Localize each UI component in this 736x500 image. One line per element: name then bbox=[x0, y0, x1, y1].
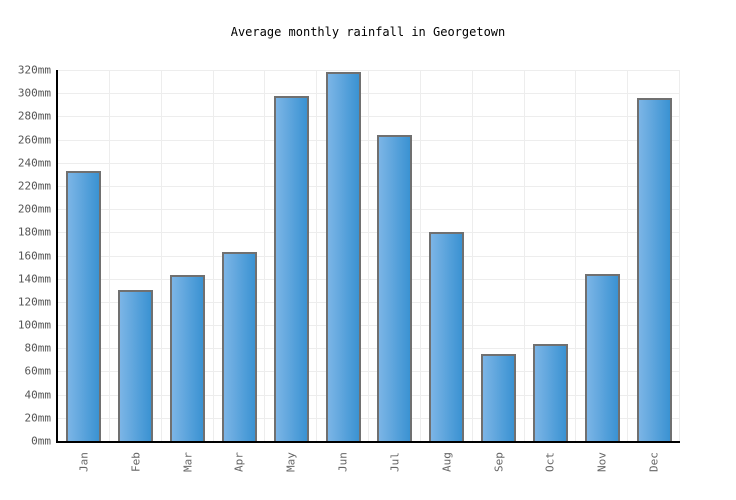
bar-nov[interactable] bbox=[584, 274, 620, 441]
gridline-horizontal bbox=[58, 325, 680, 327]
y-axis-tick-label: 20mm bbox=[24, 411, 52, 425]
gridline-horizontal bbox=[58, 255, 680, 257]
gridline-vertical bbox=[471, 70, 473, 441]
y-axis-tick-label: 300mm bbox=[17, 86, 51, 100]
y-axis-tick-label: 160mm bbox=[17, 249, 51, 262]
bar-oct[interactable] bbox=[532, 344, 568, 441]
x-axis-tick-label-dec: Dec bbox=[647, 452, 661, 472]
gridline-horizontal bbox=[58, 371, 680, 373]
gridline-horizontal bbox=[58, 301, 680, 303]
bar-dec[interactable] bbox=[636, 98, 672, 441]
gridline-horizontal bbox=[58, 232, 680, 234]
y-axis-tick-label: 220mm bbox=[17, 179, 51, 193]
x-axis-tick-label-jul: Jul bbox=[388, 452, 402, 472]
gridline-vertical bbox=[160, 70, 162, 441]
gridline-vertical bbox=[108, 70, 110, 441]
gridline-horizontal bbox=[58, 116, 680, 118]
y-axis-tick-label: 120mm bbox=[17, 295, 51, 309]
gridline-vertical bbox=[679, 70, 680, 441]
bar-sep[interactable] bbox=[481, 354, 517, 441]
gridline-horizontal bbox=[58, 278, 680, 280]
x-axis-tick-label-nov: Nov bbox=[595, 452, 609, 472]
bar-jul[interactable] bbox=[377, 135, 413, 441]
bar-apr[interactable] bbox=[221, 252, 257, 441]
gridline-vertical bbox=[316, 70, 318, 441]
gridline-horizontal bbox=[58, 185, 680, 187]
gridline-horizontal bbox=[58, 348, 680, 350]
gridline-vertical bbox=[212, 70, 214, 441]
y-axis-tick-label: 0mm bbox=[31, 434, 51, 448]
y-axis-tick-label: 320mm bbox=[17, 63, 51, 77]
x-axis-tick-label-apr: Apr bbox=[232, 452, 246, 472]
y-axis-tick-label: 40mm bbox=[24, 388, 52, 402]
y-axis-tick-label: 240mm bbox=[17, 156, 51, 170]
gridline-vertical bbox=[575, 70, 577, 441]
bar-feb[interactable] bbox=[118, 290, 154, 441]
bar-aug[interactable] bbox=[429, 232, 465, 441]
x-axis-tick-label-aug: Aug bbox=[440, 452, 454, 472]
y-axis-tick-label: 80mm bbox=[24, 341, 52, 355]
gridline-horizontal bbox=[58, 394, 680, 396]
gridline-vertical bbox=[627, 70, 629, 441]
bar-jan[interactable] bbox=[66, 171, 102, 441]
plot-area bbox=[56, 70, 680, 443]
gridline-horizontal bbox=[58, 417, 680, 419]
chart-title: Average monthly rainfall in Georgetown bbox=[230, 25, 506, 39]
y-axis-tick-label: 100mm bbox=[17, 318, 51, 332]
y-axis-tick-label: 200mm bbox=[17, 202, 51, 216]
gridline-horizontal bbox=[58, 93, 680, 95]
x-axis-tick-label-oct: Oct bbox=[543, 452, 557, 472]
x-axis-tick-label-feb: Feb bbox=[129, 452, 143, 472]
y-axis-tick-label: 280mm bbox=[17, 109, 51, 123]
gridline-vertical bbox=[368, 70, 369, 441]
bar-jun[interactable] bbox=[325, 72, 361, 441]
y-axis-tick-label: 180mm bbox=[17, 225, 51, 239]
y-axis-tick-label: 140mm bbox=[17, 272, 51, 286]
gridline-vertical bbox=[264, 70, 266, 441]
gridline-horizontal bbox=[58, 70, 680, 71]
bar-may[interactable] bbox=[273, 96, 309, 441]
gridline-vertical bbox=[523, 70, 525, 441]
y-axis-tick-label: 260mm bbox=[17, 133, 51, 147]
gridline-horizontal bbox=[58, 162, 680, 164]
y-axis-tick-label: 60mm bbox=[24, 364, 52, 378]
gridline-horizontal bbox=[58, 139, 680, 141]
bar-mar[interactable] bbox=[170, 275, 206, 441]
x-axis-tick-label-mar: Mar bbox=[181, 452, 195, 472]
x-axis-tick-label-jan: Jan bbox=[77, 452, 91, 472]
x-axis-tick-label-sep: Sep bbox=[492, 452, 506, 472]
x-axis-tick-label-jun: Jun bbox=[336, 452, 350, 472]
gridline-horizontal bbox=[58, 209, 680, 211]
gridline-vertical bbox=[419, 70, 421, 441]
x-axis-tick-label-may: May bbox=[284, 452, 298, 472]
